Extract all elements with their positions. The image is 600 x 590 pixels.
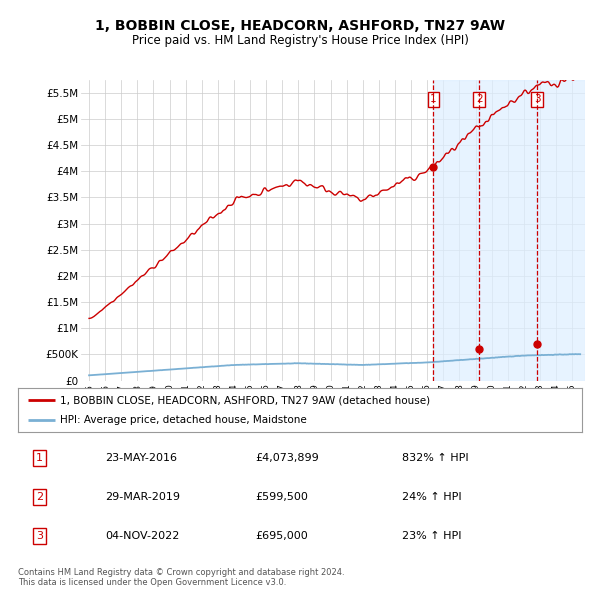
Text: Contains HM Land Registry data © Crown copyright and database right 2024.
This d: Contains HM Land Registry data © Crown c…: [18, 568, 344, 587]
Text: 3: 3: [36, 531, 43, 541]
Text: 1: 1: [36, 453, 43, 463]
Bar: [538, 80, 585, 381]
Text: 1, BOBBIN CLOSE, HEADCORN, ASHFORD, TN27 9AW: 1, BOBBIN CLOSE, HEADCORN, ASHFORD, TN27…: [95, 19, 505, 33]
Bar: [433, 80, 479, 381]
Text: £695,000: £695,000: [255, 531, 308, 541]
Text: 04-NOV-2022: 04-NOV-2022: [106, 531, 180, 541]
Text: £599,500: £599,500: [255, 492, 308, 502]
Text: 2: 2: [36, 492, 43, 502]
Text: 23-MAY-2016: 23-MAY-2016: [106, 453, 178, 463]
Text: 1, BOBBIN CLOSE, HEADCORN, ASHFORD, TN27 9AW (detached house): 1, BOBBIN CLOSE, HEADCORN, ASHFORD, TN27…: [60, 395, 430, 405]
Text: 2: 2: [476, 94, 482, 104]
Text: 23% ↑ HPI: 23% ↑ HPI: [401, 531, 461, 541]
Text: 3: 3: [534, 94, 541, 104]
Text: HPI: Average price, detached house, Maidstone: HPI: Average price, detached house, Maid…: [60, 415, 307, 425]
Text: 1: 1: [430, 94, 437, 104]
Bar: [479, 80, 538, 381]
Text: Price paid vs. HM Land Registry's House Price Index (HPI): Price paid vs. HM Land Registry's House …: [131, 34, 469, 47]
Text: 832% ↑ HPI: 832% ↑ HPI: [401, 453, 468, 463]
Text: 24% ↑ HPI: 24% ↑ HPI: [401, 492, 461, 502]
Text: 29-MAR-2019: 29-MAR-2019: [106, 492, 181, 502]
Text: £4,073,899: £4,073,899: [255, 453, 319, 463]
